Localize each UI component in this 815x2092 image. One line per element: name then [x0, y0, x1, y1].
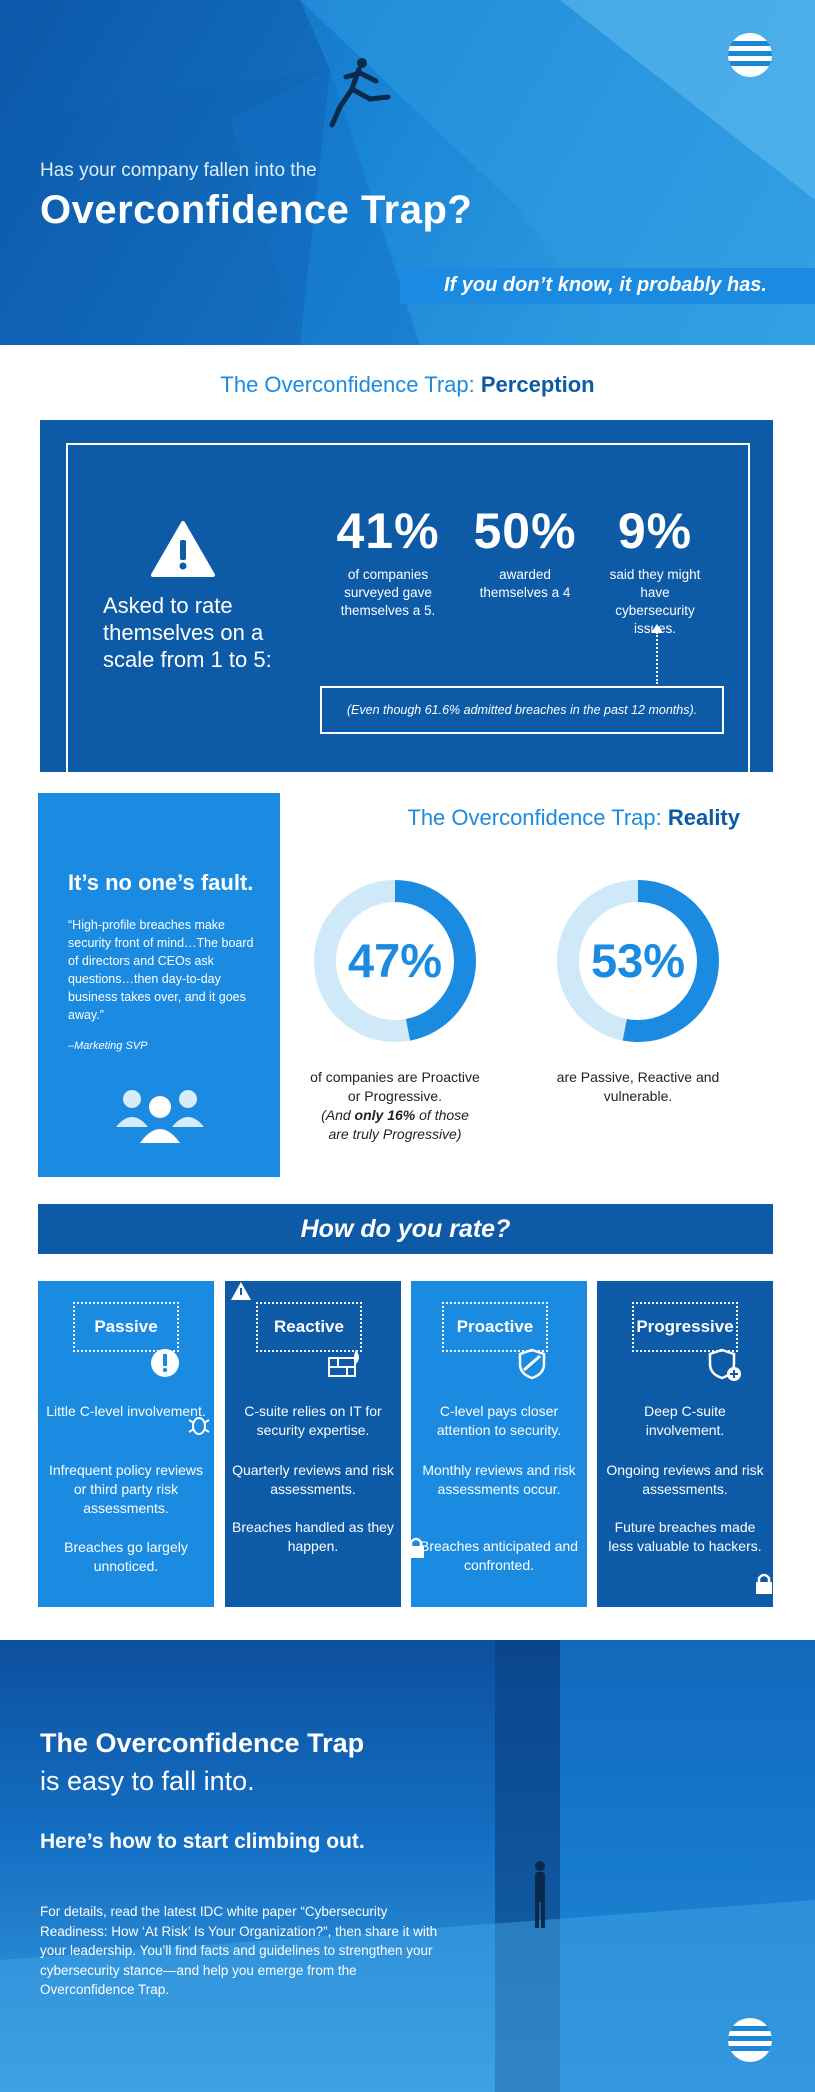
people-icon — [116, 1090, 204, 1143]
card-passive-line-3: Breaches go largely unnoticed. — [64, 1539, 188, 1574]
donut-47-caption-main: of companies are Proactive or Progressiv… — [310, 1069, 480, 1104]
card-reactive-line-1: C-suite relies on IT for security expert… — [244, 1403, 382, 1438]
warning-icon — [151, 521, 215, 577]
lock-icon — [408, 1537, 424, 1558]
dotted-connector — [656, 632, 658, 684]
donut-53-value: 53% — [590, 934, 686, 987]
reality-heading-prefix: The Overconfidence Trap: — [407, 805, 668, 830]
card-progressive-line-2: Ongoing reviews and risk assessments. — [606, 1462, 764, 1497]
stat-value: 50% — [473, 503, 577, 559]
perception-heading-prefix: The Overconfidence Trap: — [220, 372, 481, 397]
perception-heading-emphasis: Perception — [480, 372, 595, 397]
perception-question: Asked to rate themselves on a scale from… — [103, 593, 272, 672]
rate-bar — [38, 1204, 773, 1254]
card-progressive-line-3: Future breaches made less valuable to ha… — [608, 1519, 762, 1554]
hero-question: Has your company fallen into the — [40, 160, 317, 181]
card-proactive-line-1: C-level pays closer attention to securit… — [436, 1403, 562, 1438]
card-passive-line-1: Little C-level involvement. — [46, 1403, 206, 1419]
card-proactive-label: Proactive — [442, 1302, 548, 1352]
jumping-man-illustration — [329, 58, 391, 128]
closing-body: For details, read the latest IDC white p… — [40, 1904, 438, 1997]
card-passive-label: Passive — [73, 1302, 179, 1352]
donut-arc — [314, 880, 476, 1042]
stat-50: 50% awarded themselves a 4 — [455, 502, 595, 602]
perception-panel — [40, 420, 773, 772]
stat-caption: of companies surveyed gave themselves a … — [340, 567, 436, 618]
lock-icon — [756, 1573, 772, 1594]
hero-subtitle: If you don’t know, it probably has. — [444, 274, 767, 296]
shield-icon — [518, 1348, 546, 1380]
caption-note-c: of those are truly Progressive) — [328, 1107, 469, 1142]
hero-banner — [0, 0, 815, 345]
arrow-up-icon — [651, 624, 663, 633]
donut-53 — [557, 880, 719, 1042]
rate-title: How do you rate? — [300, 1215, 511, 1243]
stat-9: 9% said they might have cybersecurity is… — [595, 502, 715, 638]
fault-title: It’s no one’s fault. — [68, 870, 254, 895]
stat-caption: said they might have cybersecurity issue… — [609, 567, 701, 636]
fault-quote: “High-profile breaches make security fro… — [68, 918, 254, 1022]
bug-icon — [188, 1417, 210, 1435]
fault-attribution: –Marketing SVP — [68, 1040, 148, 1052]
warning-icon — [231, 1282, 251, 1300]
caption-note-a: (And — [321, 1107, 355, 1123]
perception-heading: The Overconfidence Trap: Perception — [0, 372, 815, 398]
reality-heading-emphasis: Reality — [667, 805, 740, 830]
stat-caption: awarded themselves a 4 — [479, 567, 571, 600]
closing-title: The Overconfidence Trap — [40, 1728, 365, 1758]
card-proactive-line-3: Breaches anticipated and confronted. — [420, 1538, 578, 1573]
card-passive-line-2: Infrequent policy reviews or third party… — [48, 1462, 204, 1516]
stat-value: 41% — [336, 503, 440, 559]
card-reactive-label: Reactive — [256, 1302, 362, 1352]
standing-man-illustration — [535, 1861, 545, 1928]
perception-frame — [66, 443, 750, 848]
card-reactive — [225, 1281, 401, 1607]
card-progressive-line-1: Deep C-suite involvement. — [644, 1403, 726, 1438]
card-proactive-line-2: Monthly reviews and risk assessments occ… — [422, 1462, 576, 1497]
caption-note-b: only 16% — [354, 1107, 416, 1123]
hero-subtitle-bar — [400, 268, 815, 304]
card-reactive-line-2: Quarterly reviews and risk assessments. — [232, 1462, 394, 1497]
card-proactive — [411, 1281, 587, 1607]
perception-note: (Even though 61.6% admitted breaches in … — [320, 686, 724, 734]
donut-arc — [557, 880, 719, 1042]
warning-circle-icon — [151, 1349, 179, 1377]
brick-wall-fire-icon — [328, 1350, 359, 1377]
closing-lead: Here’s how to start climbing out. — [40, 1830, 365, 1853]
closing-facets — [0, 1640, 815, 2092]
shield-plus-icon — [708, 1348, 741, 1381]
card-passive — [38, 1281, 214, 1607]
card-progressive-label: Progressive — [632, 1302, 738, 1352]
donut-47-caption: of companies are Proactive or Progressiv… — [310, 1068, 480, 1144]
donut-53-caption: are Passive, Reactive and vulnerable. — [556, 1069, 720, 1104]
stat-41: 41% of companies surveyed gave themselve… — [318, 502, 458, 620]
card-progressive — [597, 1281, 773, 1607]
closing-banner — [0, 1640, 815, 2092]
donut-47 — [314, 880, 476, 1042]
hero-title: Overconfidence Trap? — [40, 188, 473, 232]
closing-subtitle: is easy to fall into. — [40, 1766, 255, 1796]
att-logo — [728, 2018, 772, 2062]
reality-heading: The Overconfidence Trap: Reality — [290, 805, 760, 831]
att-logo — [728, 33, 772, 77]
card-reactive-line-3: Breaches handled as they happen. — [232, 1519, 394, 1554]
donut-47-value: 47% — [347, 934, 443, 987]
stat-value: 9% — [617, 503, 693, 559]
